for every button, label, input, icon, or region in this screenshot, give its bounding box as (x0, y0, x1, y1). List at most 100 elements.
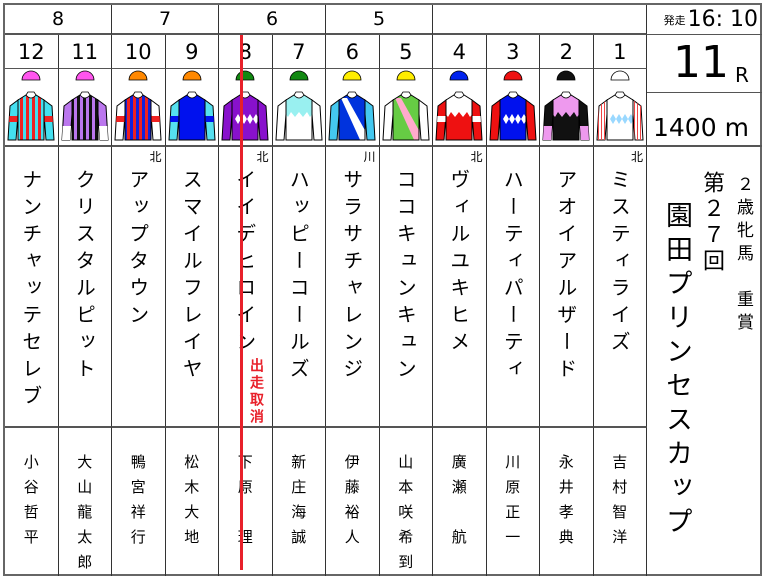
horse-name-cell[interactable]: 北ヴィルユキヒメ (433, 147, 487, 427)
start-label: 発走 (663, 14, 686, 27)
horse-name-cell[interactable]: スマイルフレイヤ (165, 147, 219, 427)
horse-name-cell[interactable]: 川サラサチャレンジ (326, 147, 380, 427)
jockey-silk-icon (327, 68, 377, 146)
horse-name: アップタウン (125, 169, 150, 331)
jockey-cell: 大山龍太郎 (58, 427, 112, 579)
jockey-name: 永井孝典 (556, 454, 575, 554)
horse-number: 11 (58, 35, 112, 69)
horse-name: ココキュンキュン (393, 169, 418, 385)
jockey-name: 大山龍太郎 (75, 454, 94, 579)
distance: 1400 m (653, 113, 749, 142)
horse-name-cell[interactable]: ナンチャッテセレブ (5, 147, 59, 427)
horse-number: 4 (433, 35, 487, 69)
jockey-cell: 永井孝典 (540, 427, 594, 576)
jockey-name: 鴨宮祥行 (128, 454, 147, 554)
jockey-name: 下原 理 (235, 454, 254, 554)
distance-box: 1400 m (647, 93, 762, 147)
frame-label: 8 (51, 8, 65, 30)
jockey-silk-icon (541, 68, 591, 146)
race-title-box: ２歳牝馬 重賞 第２７回 園田プリンセスカップ (647, 147, 762, 576)
jockey-name: 山本咲希到 (396, 454, 415, 579)
cap (556, 70, 576, 81)
horse-number-label: 5 (399, 39, 413, 64)
affiliation-mark: 北 (256, 150, 269, 164)
horse-number-label: 6 (345, 39, 359, 64)
race-number-box: 11 R (647, 35, 762, 93)
horse-number-label: 1 (613, 39, 627, 64)
affiliation-mark: 川 (363, 150, 376, 164)
horse-number: 9 (165, 35, 219, 69)
jockey-silk-icon (434, 68, 484, 146)
horse-name-cell[interactable]: ハーティパーティ (486, 147, 540, 427)
horse-name: ヴィルユキヒメ (446, 169, 471, 358)
horse-number: 3 (486, 35, 540, 69)
horse-number: 6 (326, 35, 380, 69)
cap (21, 70, 41, 81)
cap (449, 70, 469, 81)
horse-name-cell[interactable]: 北アップタウン (112, 147, 166, 427)
jockey-silk-icon (167, 68, 217, 146)
race-unit: R (735, 63, 749, 87)
horse-number: 5 (379, 35, 433, 69)
affiliation-mark: 北 (149, 150, 162, 164)
silk (165, 68, 219, 147)
cap (503, 70, 523, 81)
silk (272, 69, 326, 147)
horse-number-label: 4 (452, 39, 466, 64)
jockey-cell: 小谷哲平 (5, 427, 59, 576)
horse-name-cell[interactable]: アオイアルザード (540, 147, 594, 427)
jockey-name: 小谷哲平 (21, 454, 40, 554)
horse-number: 12 (5, 35, 59, 69)
race-number: 11 (673, 37, 729, 88)
cap (610, 70, 630, 81)
horse-number-label: 3 (506, 39, 520, 64)
silk (486, 69, 540, 147)
horse-name-cell[interactable]: 北ミスティライズ (593, 147, 647, 427)
horse-name-cell[interactable]: ココキュンキュン (379, 147, 433, 427)
frame-number: 6 (219, 5, 326, 35)
horse-name: イイデヒロイン (232, 169, 257, 358)
horse-number-label: 9 (185, 39, 199, 64)
horse-number-label: 2 (559, 39, 573, 64)
jockey-name: 新庄海誠 (289, 454, 308, 554)
jockey-name: 伊藤裕人 (342, 454, 361, 554)
cap (182, 70, 202, 81)
horse-number-label: 10 (124, 39, 152, 64)
cap (342, 70, 362, 81)
horse-number: 2 (540, 35, 594, 69)
jockey-name: 川原正一 (503, 454, 522, 554)
jockey-silk-icon (381, 68, 431, 146)
jockey-silk-icon (220, 68, 270, 146)
silk (219, 69, 273, 147)
silk (326, 69, 380, 147)
silk (379, 68, 433, 147)
horse-name: アオイアルザード (553, 169, 578, 385)
horse-name: サラサチャレンジ (339, 169, 364, 385)
horse-number-label: 7 (292, 39, 306, 64)
horse-number-label: 11 (71, 39, 99, 64)
horse-name-cell[interactable]: 北イイデヒロイン (219, 147, 273, 427)
horse-number: 7 (272, 35, 326, 69)
start-time: 16: 10 (687, 7, 758, 32)
jockey-silk-icon (113, 68, 163, 146)
horse-name-cell[interactable]: ハッピーコールズ (272, 147, 326, 427)
jockey-name: 松木大地 (182, 454, 201, 554)
jockey-silk-icon (6, 68, 56, 146)
cap (75, 70, 95, 81)
horse-name: ハッピーコールズ (286, 169, 311, 385)
horse-number: 8 (219, 35, 273, 69)
start-time-box: 発走 16: 10 (647, 5, 762, 35)
scratch-line (240, 35, 243, 570)
cap (289, 70, 309, 81)
jockey-silk-icon (595, 68, 645, 146)
cap (396, 70, 416, 81)
silk (433, 69, 487, 147)
silk (58, 69, 112, 147)
horse-name: ミスティライズ (607, 169, 632, 358)
silk (540, 69, 594, 147)
horse-name-cell[interactable]: クリスタルピット (58, 147, 112, 427)
affiliation-mark: 北 (630, 150, 643, 164)
silk (593, 68, 647, 147)
frame-number: 5 (326, 5, 433, 35)
jockey-name: 吉村智洋 (610, 454, 629, 554)
